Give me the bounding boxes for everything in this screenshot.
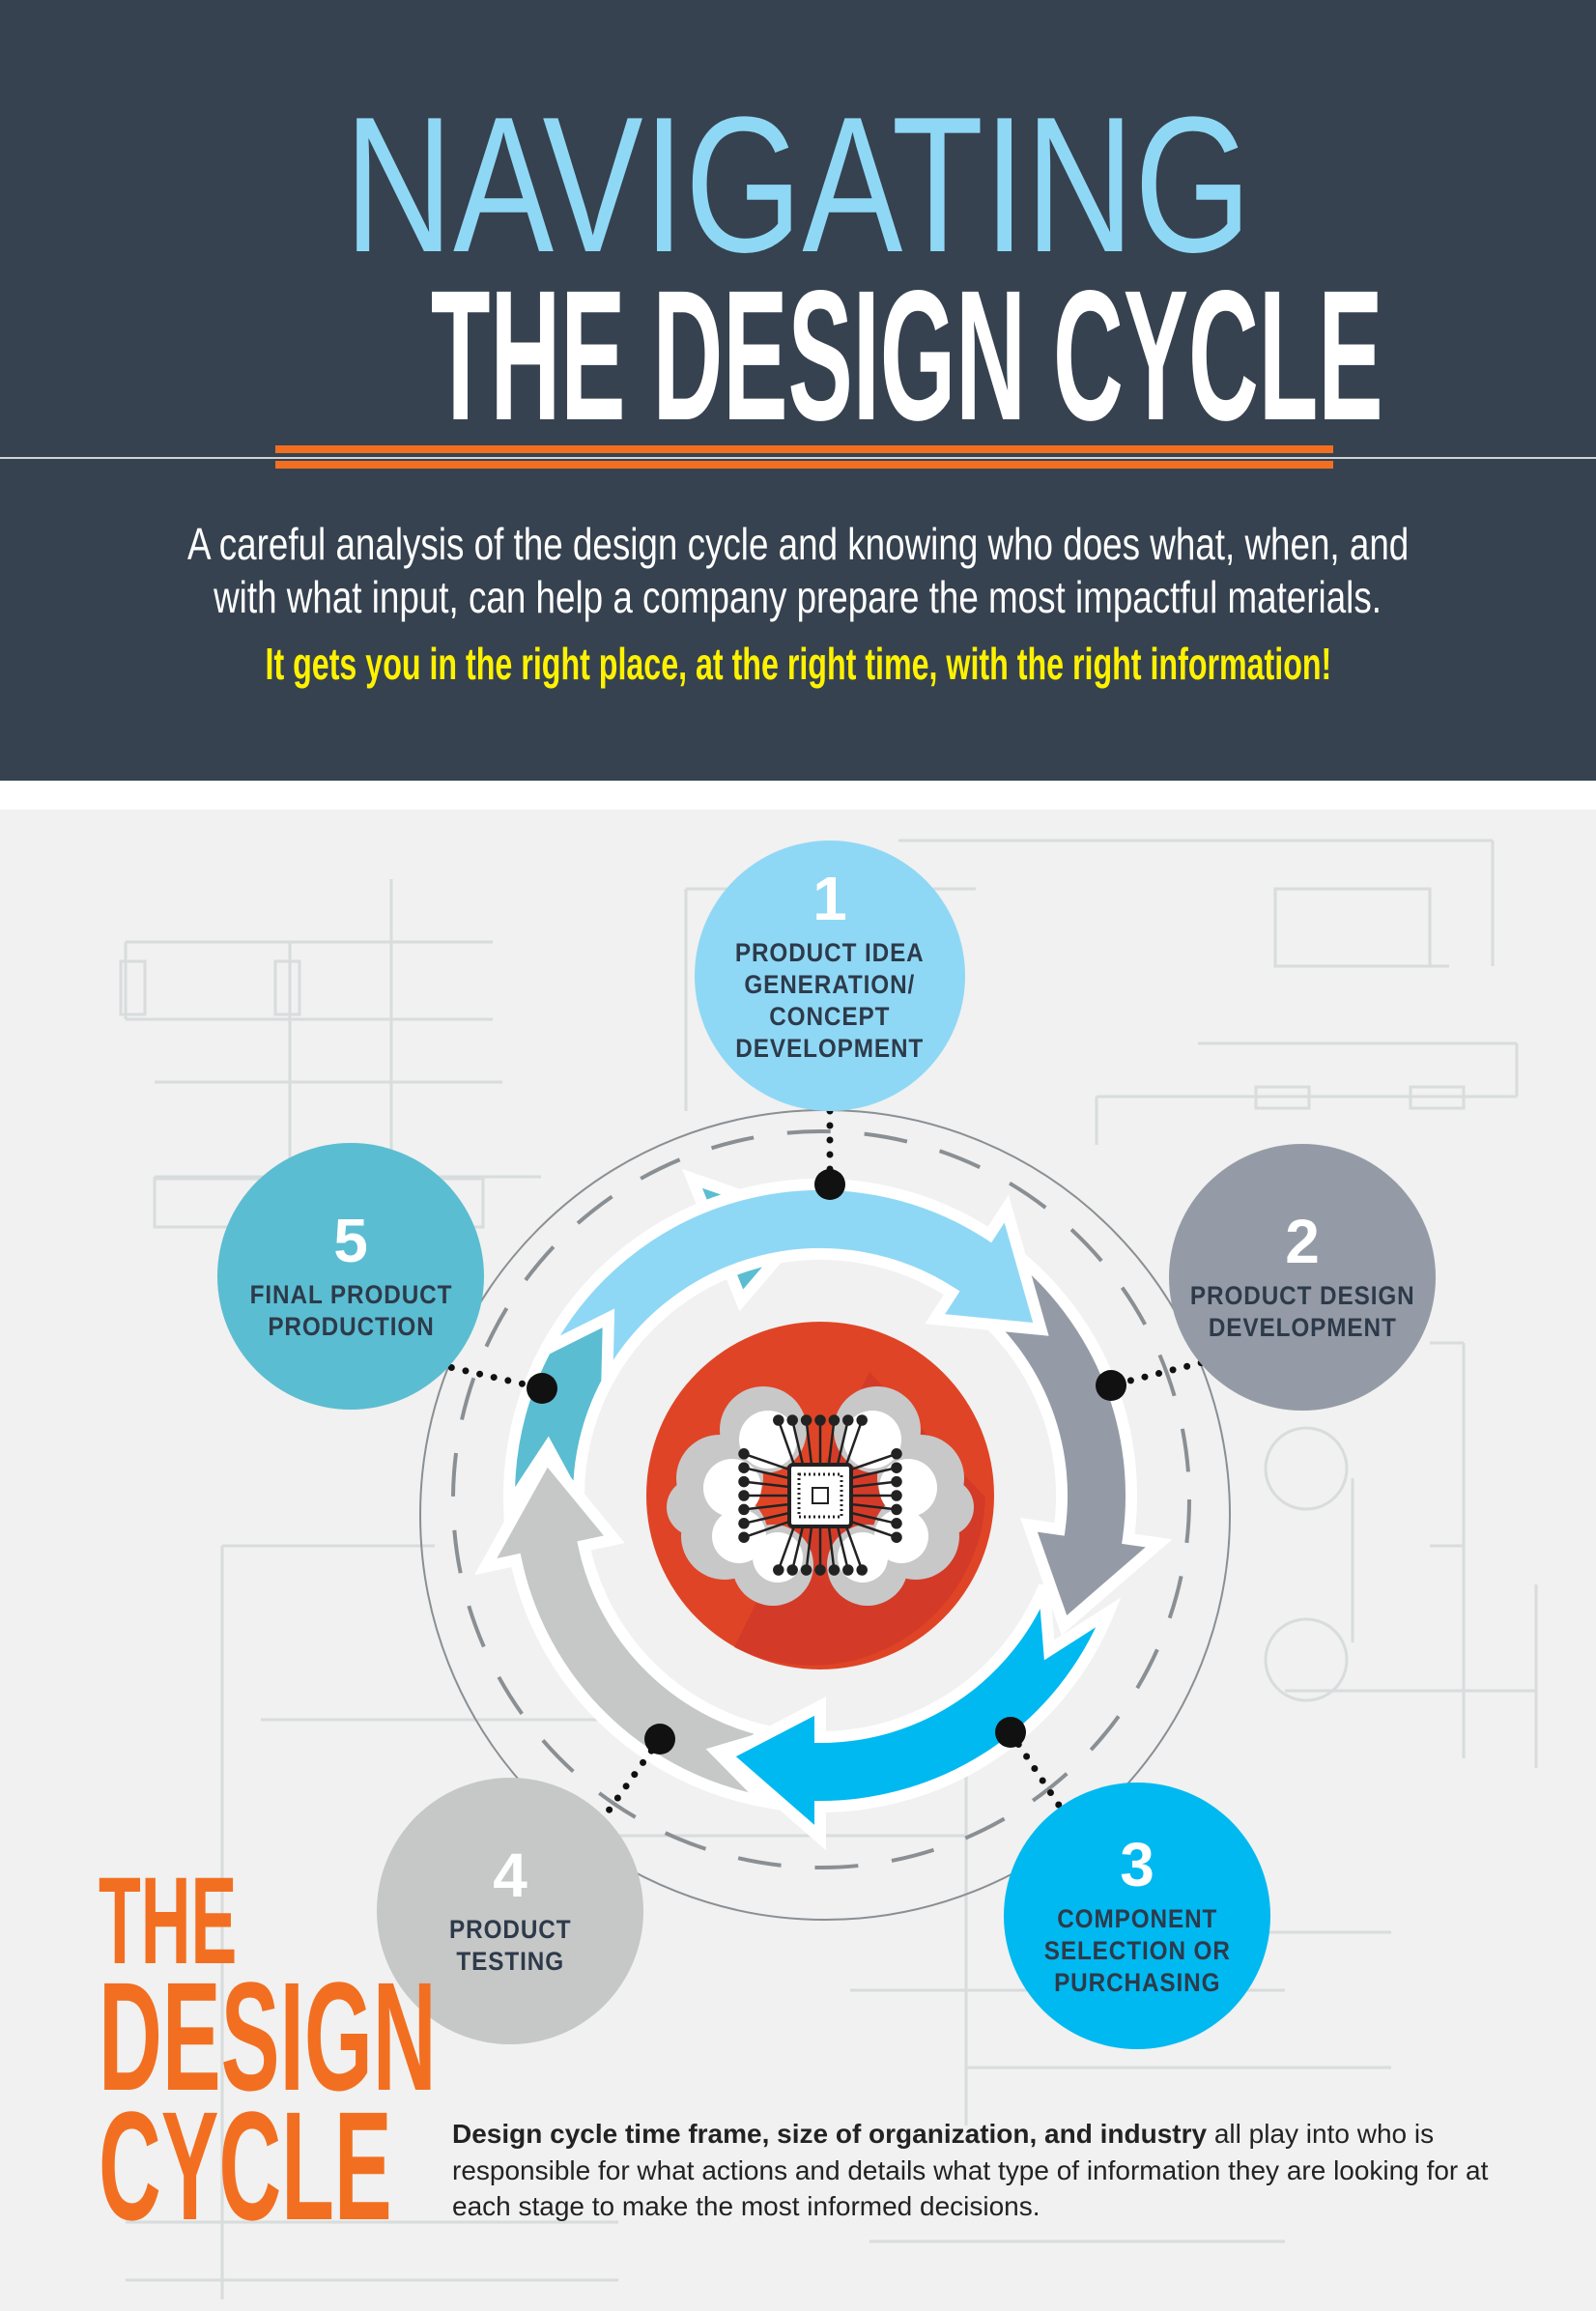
divider-line: [0, 457, 1596, 459]
connector-dot: [995, 1717, 1026, 1748]
stage-product-design: 2 PRODUCT DESIGN DEVELOPMENT: [1169, 1144, 1436, 1411]
stage-number: 3: [1120, 1829, 1154, 1899]
stage-number: 2: [1285, 1207, 1320, 1276]
section-title-design: DESIGN: [99, 1950, 437, 2123]
stage-label: PRODUCT DESIGN DEVELOPMENT: [1189, 1281, 1415, 1342]
orange-rule-top: [275, 445, 1333, 453]
stage-product-testing: 4 PRODUCT TESTING: [377, 1778, 643, 2044]
stage-label: FINAL PRODUCT PRODUCTION: [249, 1280, 452, 1341]
stage-label: PRODUCT TESTING: [448, 1915, 572, 1976]
brain-chip-icon: [646, 1322, 994, 1669]
stage-component-selection: 3 COMPONENT SELECTION OR PURCHASING: [1004, 1783, 1270, 2049]
orange-rule-bottom: [275, 461, 1333, 469]
cycle-arrow-3: [715, 1583, 1122, 1851]
title-navigating: NAVIGATING: [344, 77, 1252, 293]
highlight-text: It gets you in the right place, at the r…: [265, 639, 1331, 689]
title-design-cycle: THE DESIGN CYCLE: [430, 251, 1383, 459]
section-title-cycle: CYCLE: [99, 2079, 392, 2252]
connector-dot: [644, 1724, 675, 1755]
footer-paragraph: Design cycle time frame, size of organiz…: [452, 2119, 1489, 2221]
stage-final-production: 5 FINAL PRODUCT PRODUCTION: [217, 1143, 484, 1410]
connector-dot: [814, 1169, 845, 1200]
stage-number: 1: [812, 864, 847, 933]
connector-line: [1107, 1334, 1303, 1389]
cycle-arrow-1: [531, 1179, 1049, 1385]
stage-product-idea: 1 PRODUCT IDEA GENERATION/ CONCEPT DEVELO…: [695, 841, 965, 1111]
intro-line-1: A careful analysis of the design cycle a…: [186, 519, 1410, 569]
cycle-arrows: [474, 1168, 1173, 1851]
stage-label: COMPONENT SELECTION OR PURCHASING: [1043, 1903, 1231, 1997]
stage-number: 5: [333, 1206, 368, 1275]
cycle-arrow-2: [965, 1234, 1173, 1636]
connector-dot: [1096, 1370, 1126, 1401]
stage-label: PRODUCT IDEA GENERATION/ CONCEPT DEVELOP…: [735, 938, 925, 1063]
connector-line: [349, 1341, 546, 1392]
stage-number: 4: [493, 1840, 527, 1910]
header-banner: NAVIGATING THE DESIGN CYCLE A careful an…: [0, 0, 1596, 781]
cycle-arrow-4: [474, 1446, 784, 1812]
intro-line-2: with what input, can help a company prep…: [214, 572, 1382, 622]
dashed-ring: [451, 1129, 1191, 1869]
circuit-background: [119, 839, 1538, 2299]
section-title-the: THE: [99, 1852, 238, 1990]
connector-dot: [527, 1373, 557, 1404]
